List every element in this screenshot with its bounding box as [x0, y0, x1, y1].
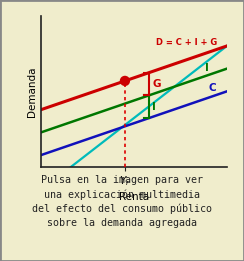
- Text: I: I: [152, 102, 156, 112]
- Y-axis label: Demanda: Demanda: [27, 66, 37, 117]
- Text: G: G: [152, 79, 161, 89]
- Text: Pulsa en la imagen para ver
una explicación multimedia
del efecto del consumo pú: Pulsa en la imagen para ver una explicac…: [32, 175, 212, 228]
- Text: I: I: [204, 63, 208, 74]
- Text: D = C + I + G: D = C + I + G: [156, 38, 218, 47]
- Point: [123, 79, 127, 83]
- Text: C: C: [208, 83, 216, 93]
- X-axis label: Renta: Renta: [119, 192, 149, 202]
